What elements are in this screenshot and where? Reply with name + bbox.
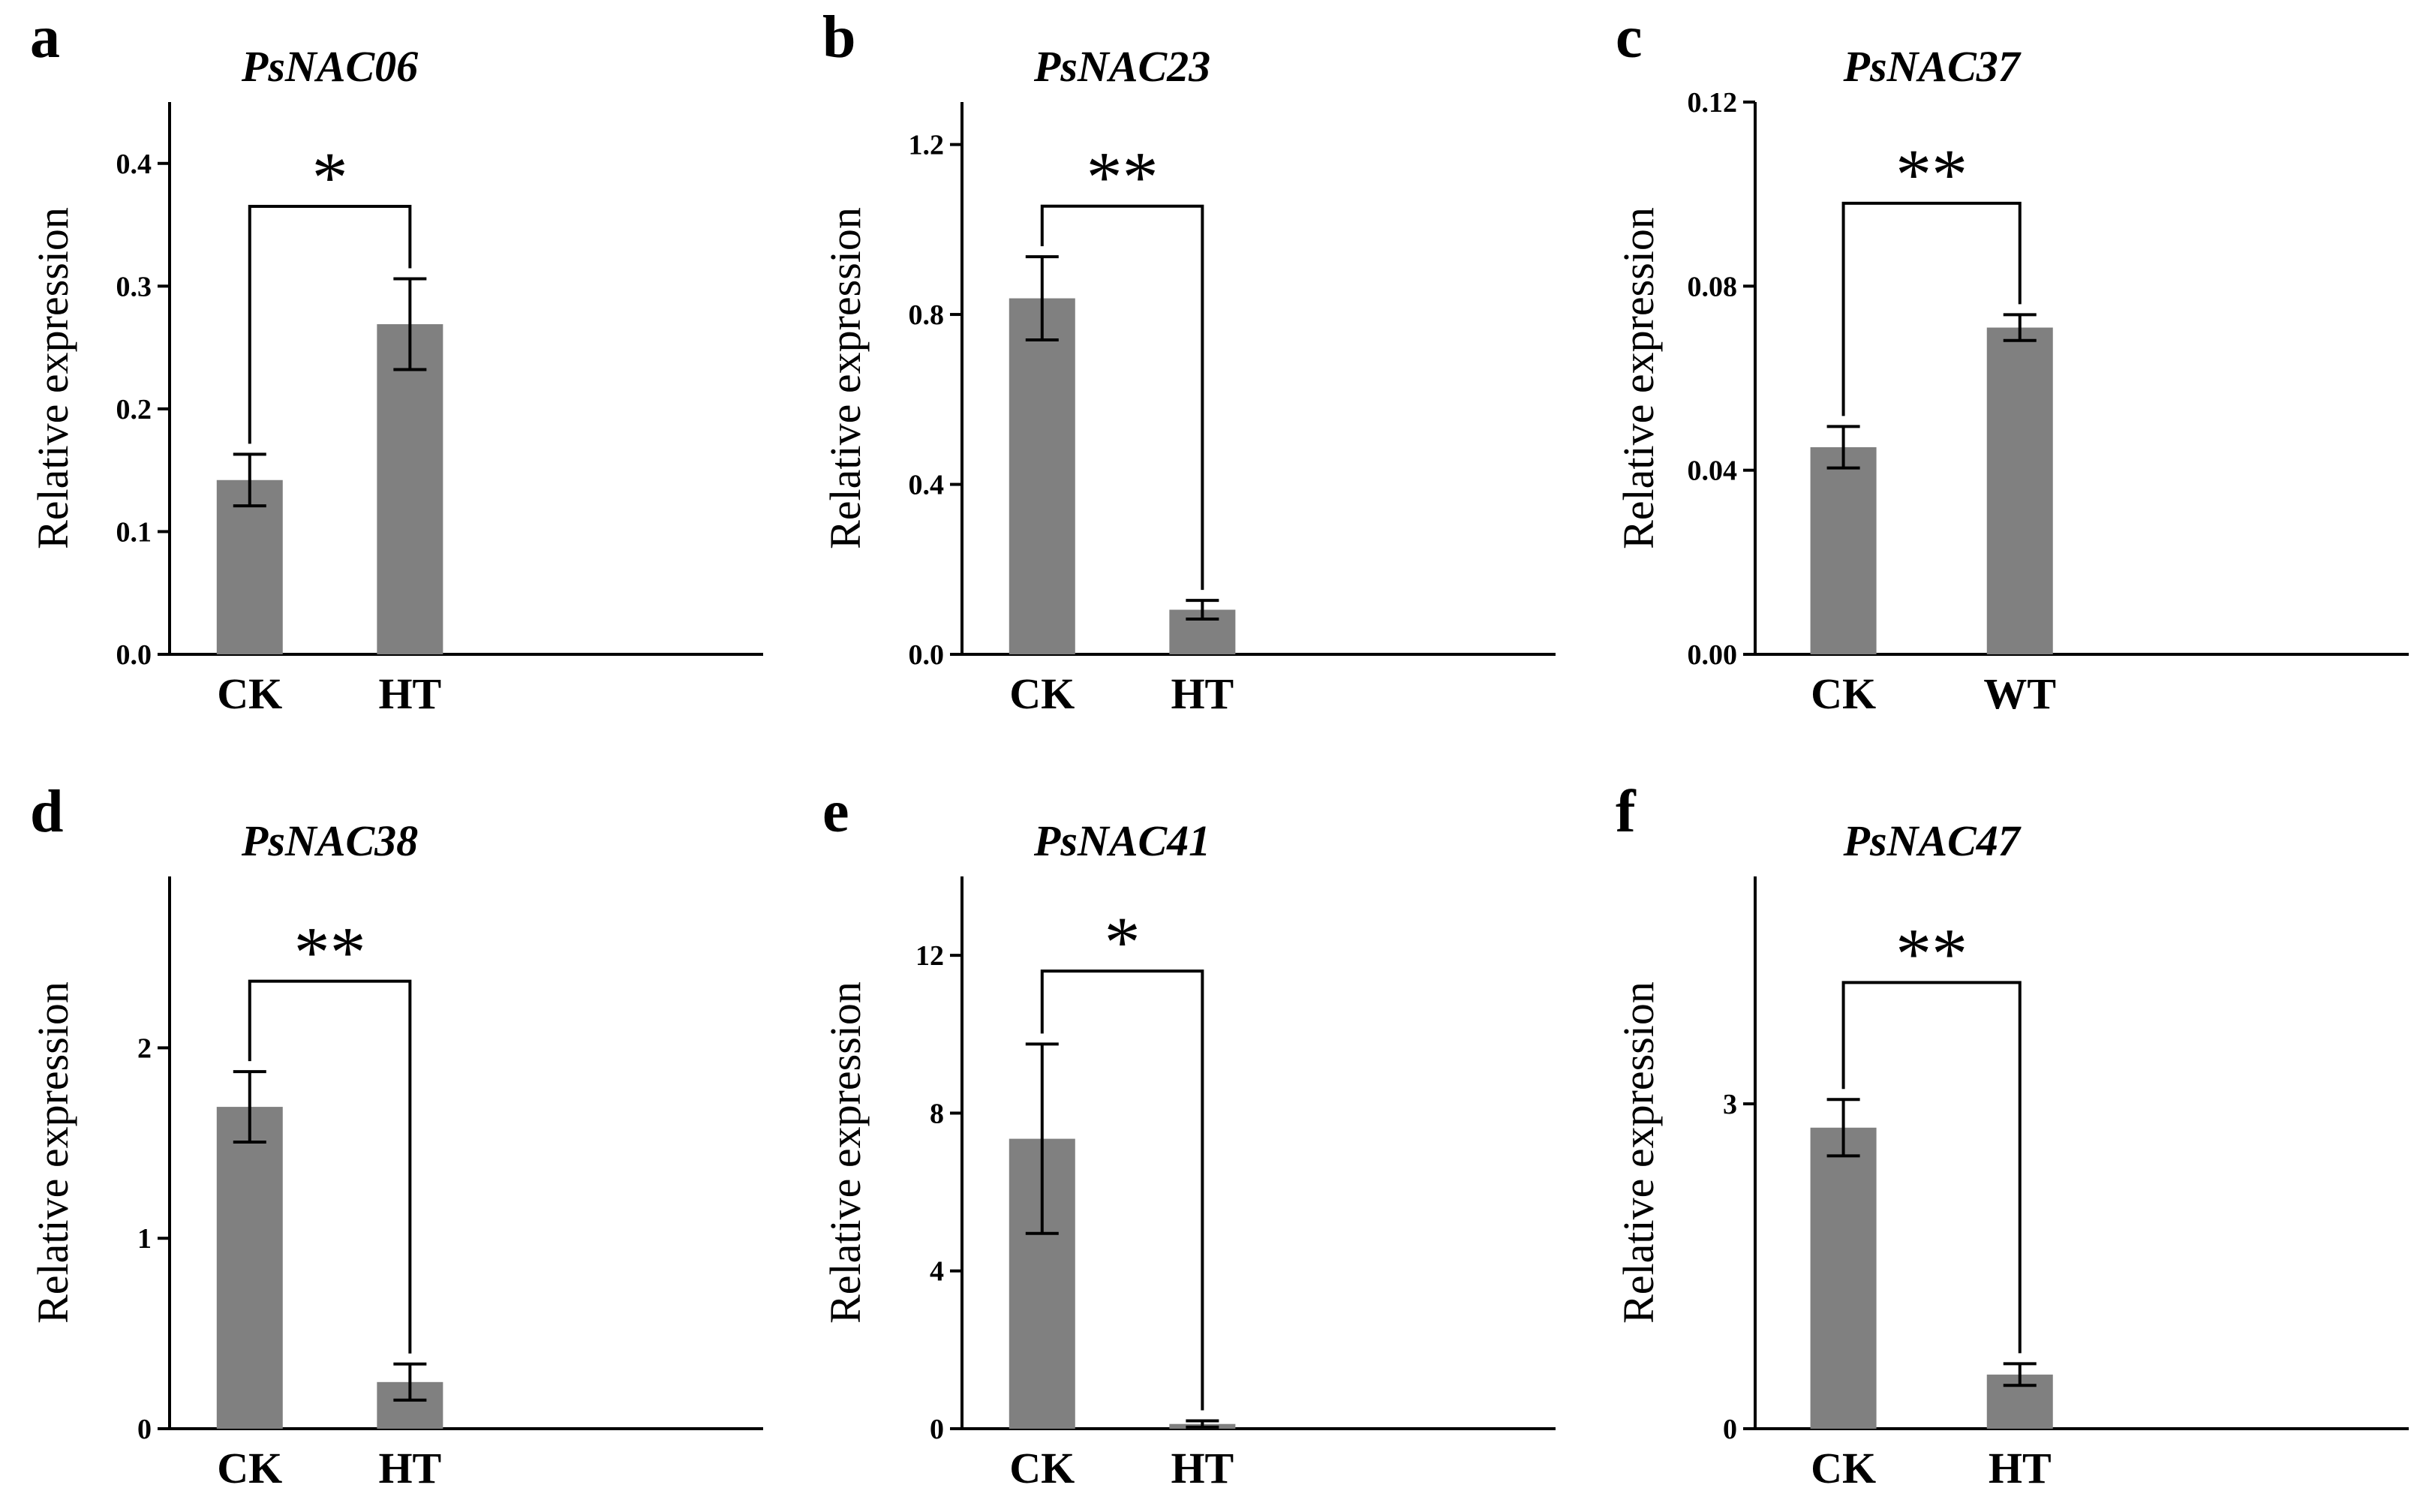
panel-letter: c	[1616, 5, 1643, 71]
chart-title: PsNAC47	[1843, 816, 2022, 865]
y-tick-label: 3	[1723, 1089, 1737, 1120]
bar-ck	[216, 479, 283, 654]
chart-title: PsNAC23	[1033, 42, 1210, 91]
significance-bracket	[1841, 201, 2022, 416]
significance-label: **	[1895, 913, 1968, 993]
y-tick-label: 0.4	[116, 149, 152, 180]
x-tick-label: HT	[378, 1444, 441, 1492]
y-tick-label: 0	[1723, 1414, 1737, 1445]
y-tick-label: 0.12	[1688, 87, 1738, 119]
x-tick-label: HT	[1989, 1444, 2052, 1492]
y-tick-label: 8	[930, 1098, 944, 1129]
x-tick-label: WT	[1983, 669, 2056, 718]
x-tick-label: HT	[1171, 1444, 1234, 1492]
y-tick-label: 0	[930, 1414, 944, 1445]
significance-bracket	[1040, 969, 1204, 1411]
significance-label: **	[1087, 137, 1159, 218]
y-tick-label: 0.1	[116, 516, 152, 548]
chart-title: PsNAC37	[1843, 42, 2022, 91]
significance-label: *	[1105, 902, 1141, 982]
significance-label: **	[294, 912, 366, 993]
x-tick-label: CK	[217, 1444, 282, 1492]
y-axis-label: Relative expression	[821, 981, 870, 1324]
y-axis-label: Relative expression	[1614, 981, 1663, 1324]
panel-letter: f	[1616, 779, 1637, 845]
bar-ck	[1810, 447, 1877, 654]
y-tick-label: 0.0	[116, 639, 152, 671]
y-tick-label: 0.2	[116, 394, 152, 425]
significance-label: **	[1895, 134, 1968, 215]
chart-panel-c: 0.00 0.04 0.08 0.12 c PsNAC37 Relative express…	[1614, 5, 2409, 718]
x-tick-label: CK	[1009, 669, 1075, 718]
bar-ht	[377, 324, 443, 654]
y-tick-label: 1.2	[909, 130, 945, 161]
y-axis-label: Relative expression	[821, 207, 870, 549]
y-tick-label: 0.4	[909, 470, 945, 501]
y-tick-label: 0.04	[1688, 455, 1738, 487]
significance-bracket	[1040, 204, 1204, 591]
y-axis-label: Relative expression	[29, 981, 77, 1324]
x-tick-label: HT	[1171, 669, 1234, 718]
y-tick-label: 2	[137, 1033, 152, 1064]
y-tick-label: 0.8	[909, 299, 945, 331]
significance-bracket	[1841, 981, 2022, 1354]
chart-panel-f: 0 3 f PsNAC47 Relative expression CK HT **	[1614, 779, 2409, 1492]
y-tick-label: 0.3	[116, 271, 152, 302]
y-tick-label: 0	[137, 1414, 152, 1445]
bar-wt	[1986, 327, 2053, 654]
y-tick-label: 12	[915, 940, 944, 972]
chart-title: PsNAC41	[1033, 816, 1210, 865]
y-tick-label: 0.0	[909, 639, 945, 671]
significance-bracket	[248, 205, 412, 444]
bar-ck	[1009, 298, 1075, 654]
chart-panel-a: 0.0 0.1 0.2 0.3 0.4 a PsNAC06 Relative expressi…	[29, 5, 763, 718]
bar-ck	[216, 1107, 283, 1429]
x-tick-label: CK	[217, 669, 282, 718]
chart-panel-b: 0.0 0.4 0.8 1.2 b PsNAC23 Relative expression C…	[821, 5, 1556, 718]
y-tick-label: 1	[137, 1223, 152, 1255]
panel-letter: b	[822, 5, 856, 71]
y-tick-label: 4	[930, 1256, 944, 1288]
chart-title: PsNAC38	[241, 816, 418, 865]
chart-panel-d: 0 1 2 d PsNAC38 Relative expression CK HT **	[29, 779, 763, 1492]
x-tick-label: CK	[1009, 1444, 1075, 1492]
bar-ck	[1810, 1127, 1877, 1429]
x-tick-label: CK	[1811, 669, 1876, 718]
significance-label: *	[312, 137, 348, 218]
panel-letter: d	[30, 779, 64, 845]
y-axis-label: Relative expression	[29, 207, 77, 549]
y-axis-label: Relative expression	[1614, 207, 1663, 549]
y-tick-label: 0.00	[1688, 639, 1738, 671]
y-tick-label: 0.08	[1688, 271, 1738, 302]
panel-letter: e	[822, 779, 849, 845]
x-tick-label: CK	[1811, 1444, 1876, 1492]
panel-letter: a	[30, 5, 60, 71]
significance-bracket	[248, 979, 412, 1354]
chart-title: PsNAC06	[241, 42, 418, 91]
x-tick-label: HT	[378, 669, 441, 718]
chart-panel-e: 0 4 8 12 e PsNAC41 Relative expression CK HT *	[821, 779, 1556, 1492]
